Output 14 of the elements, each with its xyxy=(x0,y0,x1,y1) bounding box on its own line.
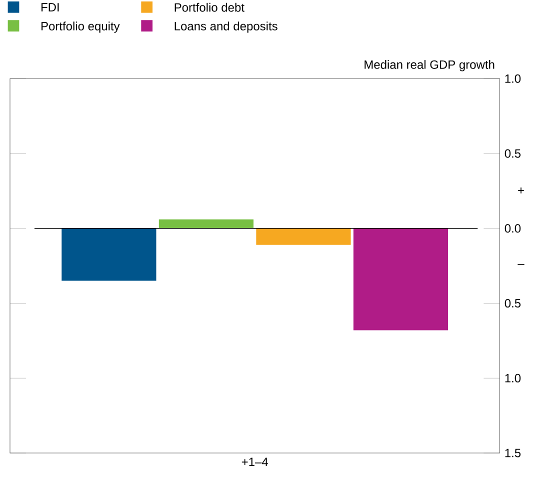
y-tick-label: 1.5 xyxy=(505,448,521,458)
y-tick-label: 1.0 xyxy=(505,374,521,382)
text: – xyxy=(518,264,524,265)
legend-label: Loans and deposits xyxy=(174,21,278,33)
legend-label: Portfolio debt xyxy=(174,2,244,12)
text: + xyxy=(518,187,524,194)
y-tick-label: 0.0 xyxy=(504,224,521,232)
legend-label: Portfolio equity xyxy=(41,21,120,33)
y-tick-label: 0.5 xyxy=(504,149,521,158)
x-tick-label: +1–4 xyxy=(242,458,268,466)
y-axis-title: Median real GDP growth xyxy=(364,60,494,72)
legend-label: FDI xyxy=(41,2,59,12)
y-tick-label: 1.0 xyxy=(505,74,521,83)
y-tick-label: 0.5 xyxy=(504,298,521,308)
